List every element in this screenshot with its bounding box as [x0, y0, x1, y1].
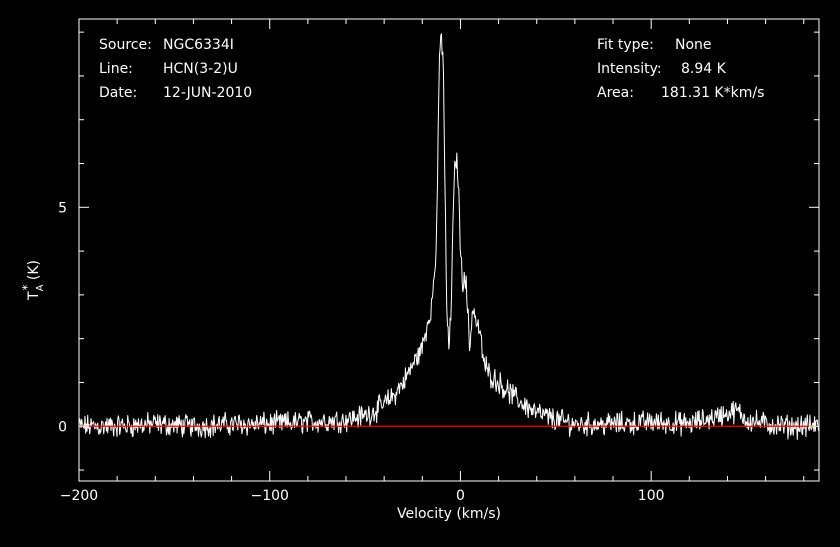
x-axis-label: Velocity (km/s) — [397, 506, 501, 522]
line-label: Line: — [99, 61, 133, 77]
plot-layer — [78, 32, 820, 440]
intensity-row: Intensity: 8.94 K — [597, 57, 764, 81]
area-value: 181.31 K*km/s — [661, 85, 765, 101]
line-row: Line: HCN(3-2)U — [99, 57, 252, 81]
x-tick-label: −100 — [250, 488, 288, 504]
header-info-left: Source: NGC6334I Line: HCN(3-2)U Date: 12-J… — [99, 33, 252, 105]
line-value: HCN(3-2)U — [163, 61, 238, 77]
x-tick-label: 0 — [456, 488, 465, 504]
intensity-label: Intensity: — [597, 61, 662, 77]
y-axis-label-unit: (K) — [26, 260, 42, 285]
area-label: Area: — [597, 85, 634, 101]
y-axis-label-main: T — [26, 291, 42, 301]
source-label: Source: — [99, 37, 152, 53]
y-ticks: 05 — [58, 31, 819, 471]
fit-label: Fit type: — [597, 37, 654, 53]
y-tick-label: 5 — [58, 200, 67, 216]
header-info-right: Fit type: None Intensity: 8.94 K Area: 181.… — [597, 33, 764, 105]
spectrum-line — [78, 32, 820, 440]
plot-frame — [78, 18, 820, 482]
source-row: Source: NGC6334I — [99, 33, 252, 57]
fit-value: None — [675, 37, 712, 53]
x-tick-label: 100 — [638, 488, 665, 504]
date-row: Date: 12-JUN-2010 — [99, 81, 252, 105]
x-tick-label: −200 — [60, 488, 98, 504]
date-value: 12-JUN-2010 — [163, 85, 253, 101]
date-label: Date: — [99, 85, 138, 101]
fit-row: Fit type: None — [597, 33, 764, 57]
y-axis-label-sub: A — [35, 284, 46, 291]
y-tick-label: 0 — [58, 419, 67, 435]
y-axis-label-sup: * — [20, 285, 34, 291]
area-row: Area: 181.31 K*km/s — [597, 81, 764, 105]
source-value: NGC6334I — [163, 37, 234, 53]
y-axis-label: TA* (K) — [20, 260, 46, 301]
intensity-value: 8.94 K — [681, 61, 726, 77]
x-ticks: −200 −100 0 100 — [60, 19, 805, 504]
